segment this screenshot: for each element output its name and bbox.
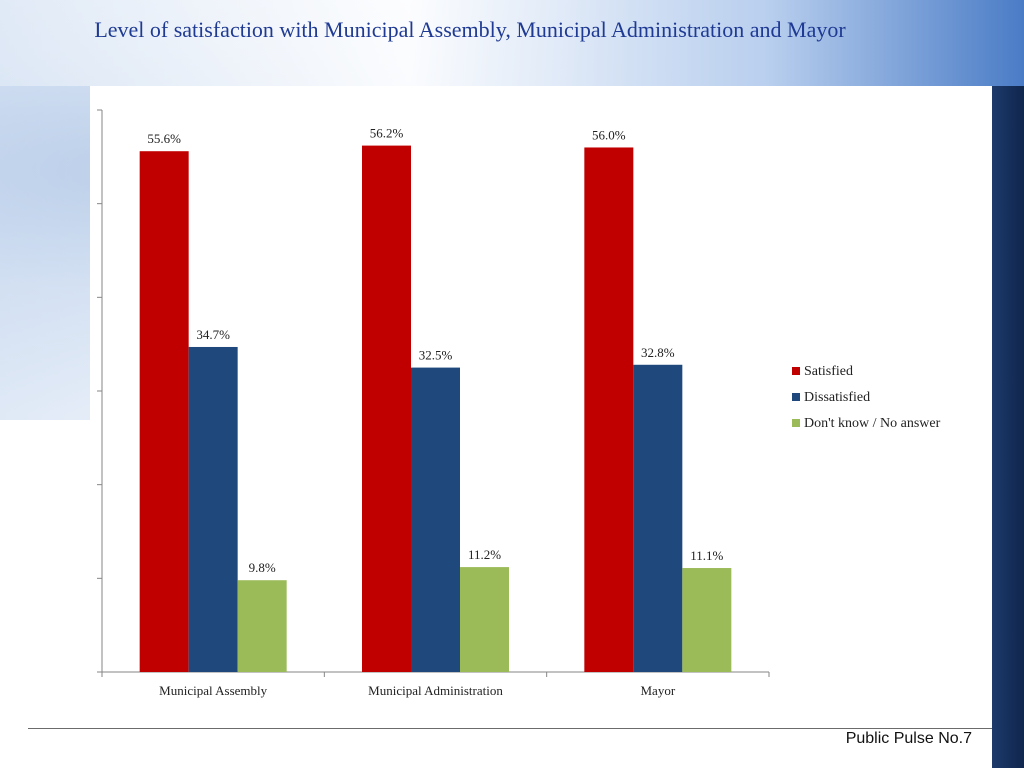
bar-chart: 0%10%20%30%40%50%60%Municipal AssemblyMu… [90,102,941,698]
footer-divider [28,728,992,729]
x-category-label: Municipal Administration [368,683,503,698]
data-label: 56.2% [370,126,404,141]
data-label: 56.0% [592,127,626,142]
legend-swatch [792,419,800,427]
bar-dissatisfied [633,364,683,672]
right-decorative-bar [992,86,1024,768]
bar-dissatisfied [411,367,460,672]
x-category-label: Municipal Assembly [159,683,267,698]
chart-panel: 0%10%20%30%40%50%60%Municipal AssemblyMu… [90,86,992,706]
x-category-label: Mayor [640,683,675,698]
data-label: 11.1% [690,548,723,563]
legend-label: Don't know / No answer [804,416,941,431]
bar-satisfied [139,151,189,673]
bar-satisfied [362,145,411,673]
bar-don-t-know-no-answer [460,567,509,672]
data-label: 34.7% [196,327,230,342]
bar-don-t-know-no-answer [682,568,732,672]
legend-swatch [792,367,800,375]
legend-swatch [792,393,800,401]
bar-don-t-know-no-answer [237,580,287,672]
footer-label: Public Pulse No.7 [845,730,972,747]
data-label: 32.5% [419,348,453,363]
chart-title: Level of satisfaction with Municipal Ass… [94,17,846,42]
bar-satisfied [584,147,634,672]
data-label: 9.8% [249,560,276,575]
data-label: 55.6% [147,131,181,146]
data-label: 32.8% [641,345,675,360]
data-label: 11.2% [468,547,501,562]
header-band [0,0,1024,86]
legend-label: Satisfied [804,364,853,379]
legend-label: Dissatisfied [804,390,870,405]
bar-dissatisfied [188,346,238,672]
